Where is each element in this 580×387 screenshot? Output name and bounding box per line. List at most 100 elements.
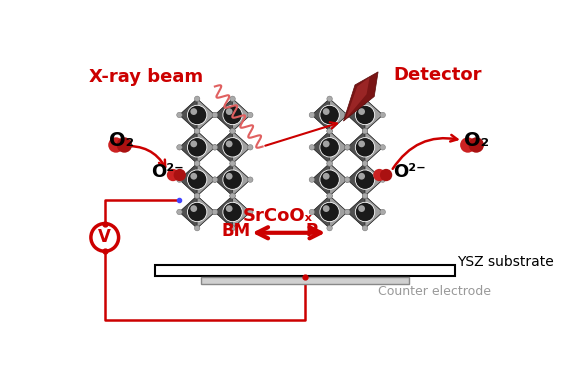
Polygon shape <box>179 131 215 147</box>
Circle shape <box>177 177 182 182</box>
Polygon shape <box>312 115 347 131</box>
Circle shape <box>320 202 339 222</box>
Text: P: P <box>305 222 317 240</box>
Circle shape <box>230 225 235 231</box>
Circle shape <box>212 145 218 150</box>
Circle shape <box>358 140 365 147</box>
Polygon shape <box>329 99 347 131</box>
Circle shape <box>187 138 207 157</box>
Circle shape <box>194 193 200 199</box>
Text: O²⁻: O²⁻ <box>393 163 426 182</box>
Circle shape <box>212 145 218 150</box>
Polygon shape <box>179 180 215 196</box>
Circle shape <box>362 193 368 199</box>
Polygon shape <box>215 196 233 228</box>
Circle shape <box>320 138 339 157</box>
Circle shape <box>362 161 368 166</box>
Circle shape <box>362 128 368 134</box>
Polygon shape <box>233 196 251 228</box>
Circle shape <box>323 173 329 180</box>
Circle shape <box>226 140 233 147</box>
Circle shape <box>358 108 365 115</box>
Polygon shape <box>215 115 251 131</box>
Circle shape <box>173 169 186 181</box>
Polygon shape <box>343 72 378 121</box>
Polygon shape <box>312 212 347 228</box>
Circle shape <box>356 202 375 222</box>
Text: BM: BM <box>221 222 250 240</box>
Text: O²⁻: O²⁻ <box>151 163 184 182</box>
Circle shape <box>190 205 197 212</box>
Polygon shape <box>312 163 347 180</box>
Polygon shape <box>215 180 251 196</box>
Text: YSZ substrate: YSZ substrate <box>458 255 554 269</box>
Polygon shape <box>215 212 251 228</box>
Circle shape <box>223 138 242 157</box>
Circle shape <box>358 205 365 212</box>
Circle shape <box>230 128 235 134</box>
Circle shape <box>194 161 200 166</box>
Circle shape <box>362 161 368 166</box>
Polygon shape <box>347 163 365 196</box>
Polygon shape <box>312 196 329 228</box>
Polygon shape <box>347 196 383 212</box>
Polygon shape <box>347 180 383 196</box>
Polygon shape <box>215 147 251 163</box>
Circle shape <box>230 96 235 101</box>
Circle shape <box>212 177 218 182</box>
Polygon shape <box>179 163 197 196</box>
Circle shape <box>345 112 350 118</box>
Text: Counter electrode: Counter electrode <box>378 285 491 298</box>
Circle shape <box>356 105 375 125</box>
Text: V: V <box>99 228 111 247</box>
Circle shape <box>187 170 207 189</box>
Circle shape <box>108 137 124 153</box>
Polygon shape <box>346 77 369 119</box>
Polygon shape <box>197 99 215 131</box>
Circle shape <box>323 108 329 115</box>
Polygon shape <box>312 147 347 163</box>
Text: O₂: O₂ <box>108 131 134 150</box>
Polygon shape <box>233 99 251 131</box>
Circle shape <box>223 105 242 125</box>
Circle shape <box>248 209 253 215</box>
Circle shape <box>91 224 118 251</box>
Circle shape <box>248 145 253 150</box>
Text: X-ray beam: X-ray beam <box>89 68 204 86</box>
Polygon shape <box>179 212 215 228</box>
Polygon shape <box>197 196 215 228</box>
Circle shape <box>167 169 179 181</box>
Polygon shape <box>312 99 347 115</box>
Circle shape <box>362 193 368 199</box>
Polygon shape <box>312 163 329 196</box>
Polygon shape <box>365 163 383 196</box>
Circle shape <box>309 112 314 118</box>
Polygon shape <box>179 131 197 163</box>
Circle shape <box>362 128 368 134</box>
Polygon shape <box>179 99 197 131</box>
Circle shape <box>345 209 350 215</box>
Polygon shape <box>312 196 347 212</box>
FancyBboxPatch shape <box>201 277 409 284</box>
Circle shape <box>194 193 200 199</box>
Circle shape <box>327 161 332 166</box>
Polygon shape <box>215 131 233 163</box>
Circle shape <box>345 112 350 118</box>
Circle shape <box>345 177 350 182</box>
Circle shape <box>194 128 200 134</box>
Circle shape <box>380 169 392 181</box>
Polygon shape <box>215 131 251 147</box>
Polygon shape <box>215 163 233 196</box>
Polygon shape <box>347 196 365 228</box>
Circle shape <box>358 173 365 180</box>
Circle shape <box>177 112 182 118</box>
Circle shape <box>226 205 233 212</box>
Circle shape <box>327 128 332 134</box>
Circle shape <box>356 170 375 189</box>
Circle shape <box>177 145 182 150</box>
Polygon shape <box>312 131 329 163</box>
Circle shape <box>194 128 200 134</box>
Circle shape <box>223 202 242 222</box>
Circle shape <box>327 193 332 199</box>
Polygon shape <box>179 196 215 212</box>
